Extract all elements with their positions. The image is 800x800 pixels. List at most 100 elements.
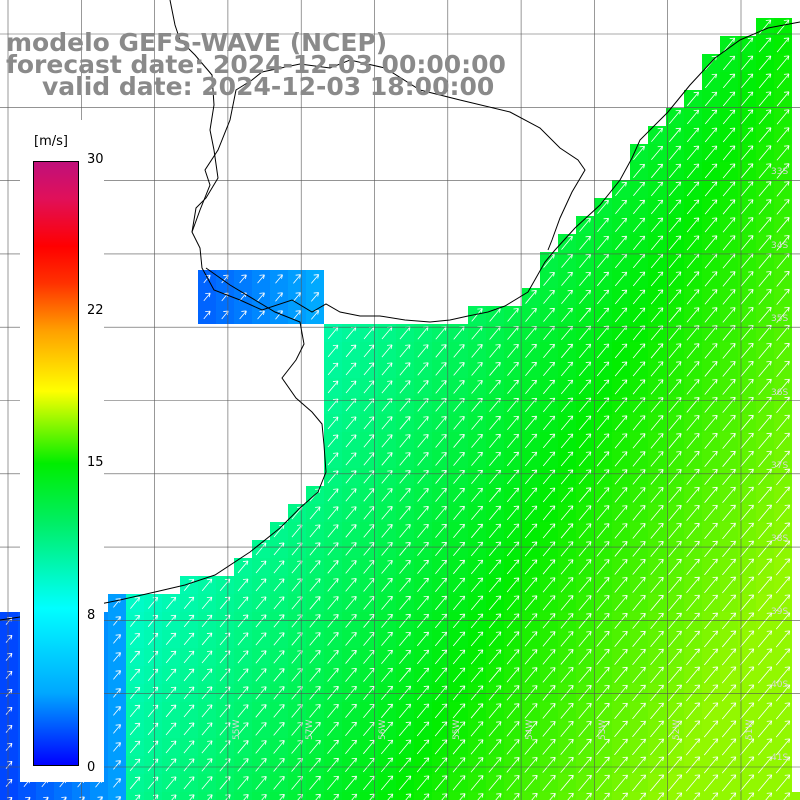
wind-arrow bbox=[758, 468, 772, 486]
wind-arrow bbox=[704, 468, 718, 485]
wind-arrow bbox=[165, 758, 177, 772]
wind-arrow bbox=[740, 468, 754, 486]
wind-arrow bbox=[740, 558, 755, 576]
wind-arrow bbox=[351, 793, 358, 800]
wind-arrow bbox=[327, 434, 339, 448]
wind-arrow bbox=[560, 667, 574, 683]
wind-arrow bbox=[667, 774, 683, 792]
wind-arrow bbox=[722, 271, 736, 287]
wind-arrow bbox=[417, 380, 429, 394]
wind-arrow bbox=[632, 559, 646, 575]
wind-arrow bbox=[740, 271, 754, 287]
wind-arrow bbox=[113, 616, 121, 626]
wind-arrow bbox=[560, 756, 574, 773]
wind-arrow bbox=[506, 541, 520, 557]
wind-arrow bbox=[758, 91, 772, 107]
wind-arrow bbox=[668, 612, 682, 630]
wind-arrow bbox=[722, 540, 736, 558]
wind-arrow bbox=[632, 469, 646, 485]
wind-arrow bbox=[309, 686, 321, 700]
wind-arrow bbox=[614, 379, 628, 395]
wind-arrow bbox=[507, 433, 520, 449]
wind-arrow bbox=[489, 344, 501, 358]
wind-arrow bbox=[417, 344, 429, 358]
wind-arrow bbox=[668, 540, 682, 557]
wind-arrow bbox=[758, 360, 772, 377]
wind-arrow bbox=[685, 756, 701, 774]
wind-arrow bbox=[614, 648, 628, 665]
wind-arrow bbox=[633, 199, 646, 215]
wind-arrow bbox=[147, 722, 159, 736]
wind-arrow bbox=[686, 522, 700, 539]
wind-arrow bbox=[722, 127, 736, 143]
wind-arrow bbox=[740, 109, 754, 125]
colorbar-tick-15: 15 bbox=[87, 455, 104, 470]
wind-arrow bbox=[542, 649, 556, 665]
wind-arrow bbox=[130, 597, 141, 609]
wind-arrow bbox=[363, 452, 375, 466]
wind-cell bbox=[198, 792, 216, 800]
wind-arrow bbox=[657, 792, 665, 800]
wind-arrow bbox=[255, 614, 267, 628]
wind-arrow bbox=[758, 37, 772, 53]
wind-arrow bbox=[363, 362, 375, 376]
wind-arrow bbox=[650, 181, 664, 197]
wind-arrow bbox=[615, 181, 627, 196]
wind-arrow bbox=[201, 686, 213, 700]
colorbar bbox=[33, 161, 79, 766]
wind-arrow bbox=[435, 595, 448, 611]
wind-arrow bbox=[686, 289, 700, 305]
wind-arrow bbox=[507, 308, 519, 322]
wind-arrow bbox=[381, 524, 393, 538]
wind-arrow bbox=[704, 558, 718, 576]
lat-label-33s: 33S bbox=[771, 167, 789, 177]
wind-arrow bbox=[435, 416, 447, 430]
wind-arrow bbox=[704, 343, 718, 359]
wind-arrow bbox=[257, 292, 265, 302]
wind-arrow bbox=[327, 704, 339, 718]
wind-arrow bbox=[739, 702, 755, 720]
wind-arrow bbox=[165, 596, 177, 609]
wind-arrow bbox=[615, 235, 628, 251]
wind-arrow bbox=[704, 91, 718, 107]
wind-arrow bbox=[740, 307, 754, 323]
wind-arrow bbox=[147, 632, 159, 645]
wind-arrow bbox=[345, 362, 357, 376]
wind-arrow bbox=[488, 505, 502, 521]
wind-arrow bbox=[273, 722, 285, 736]
wind-cell bbox=[540, 792, 558, 800]
wind-arrow bbox=[399, 452, 411, 466]
wind-arrow bbox=[621, 792, 629, 800]
lat-label-39s: 39S bbox=[771, 607, 789, 617]
wind-arrow bbox=[171, 794, 177, 800]
wind-arrow bbox=[685, 774, 701, 792]
wind-arrow bbox=[775, 522, 791, 540]
wind-arrow bbox=[243, 794, 249, 800]
wind-arrow bbox=[219, 668, 231, 682]
wind-arrow bbox=[650, 451, 664, 467]
wind-arrow bbox=[129, 650, 141, 663]
wind-arrow bbox=[614, 487, 628, 503]
wind-arrow bbox=[524, 685, 538, 701]
wind-arrow bbox=[471, 344, 483, 358]
wind-arrow bbox=[417, 631, 430, 647]
wind-arrow bbox=[776, 432, 790, 450]
wind-arrow bbox=[327, 560, 339, 574]
wind-arrow bbox=[704, 433, 718, 449]
wind-arrow bbox=[668, 379, 682, 395]
wind-arrow bbox=[578, 523, 592, 539]
wind-arrow bbox=[668, 594, 682, 612]
wind-arrow bbox=[435, 380, 447, 394]
wind-arrow bbox=[237, 632, 249, 646]
wind-arrow bbox=[309, 524, 321, 538]
wind-arrow bbox=[327, 344, 339, 358]
wind-cell bbox=[36, 792, 54, 800]
wind-arrow bbox=[686, 163, 700, 179]
wind-arrow bbox=[381, 362, 393, 376]
wind-arrow bbox=[489, 380, 501, 394]
wind-arrow bbox=[273, 578, 285, 592]
wind-arrow bbox=[165, 740, 177, 754]
wind-arrow bbox=[614, 451, 628, 467]
wind-arrow bbox=[721, 774, 737, 792]
wind-arrow bbox=[129, 722, 141, 736]
